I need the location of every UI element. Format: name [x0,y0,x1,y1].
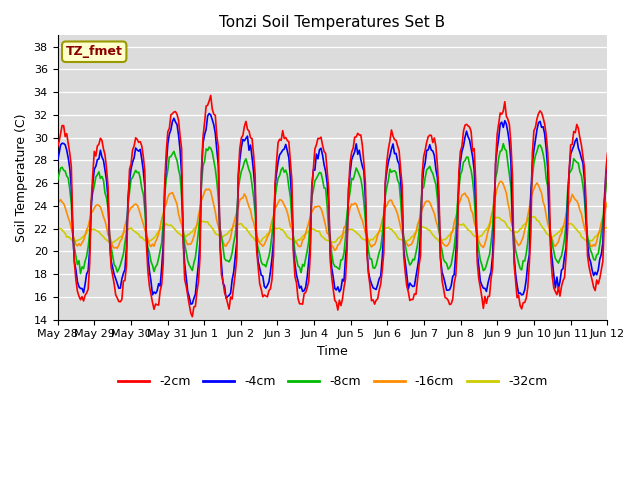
-32cm [576,230,584,236]
-4cm [205,110,213,116]
X-axis label: Time: Time [317,345,348,358]
-2cm [248,136,256,142]
-16cm [121,223,129,228]
-16cm [54,201,61,207]
-32cm [296,237,303,243]
-2cm [207,93,214,98]
-16cm [576,207,584,213]
-32cm [219,234,227,240]
-32cm [123,228,131,234]
-16cm [497,179,504,184]
-8cm [604,175,611,180]
Line: -8cm: -8cm [58,144,607,274]
-16cm [245,204,253,210]
Text: TZ_fmet: TZ_fmet [66,45,123,58]
-4cm [297,283,305,289]
-4cm [239,136,246,142]
-2cm [221,289,228,295]
Line: -16cm: -16cm [58,181,607,251]
-32cm [237,221,245,227]
-4cm [604,164,611,170]
-32cm [604,225,611,230]
-8cm [237,168,245,174]
-8cm [296,264,303,270]
Line: -32cm: -32cm [58,216,607,242]
Legend: -2cm, -4cm, -8cm, -16cm, -32cm: -2cm, -4cm, -8cm, -16cm, -32cm [113,370,552,393]
-4cm [54,158,61,164]
Line: -4cm: -4cm [58,113,607,304]
-16cm [331,248,339,253]
-16cm [236,197,244,203]
Line: -2cm: -2cm [58,96,607,317]
-2cm [239,132,246,138]
-4cm [221,283,228,288]
-4cm [187,301,195,307]
-32cm [109,240,116,245]
-8cm [123,229,131,235]
-2cm [54,144,61,150]
-16cm [294,242,302,248]
Title: Tonzi Soil Temperatures Set B: Tonzi Soil Temperatures Set B [220,15,445,30]
-16cm [604,199,611,205]
-8cm [77,271,84,276]
-8cm [499,141,507,146]
-4cm [121,267,129,273]
-32cm [246,232,254,238]
-8cm [246,171,254,177]
-4cm [248,155,256,160]
-2cm [121,277,129,283]
-32cm [54,225,61,230]
-4cm [576,149,584,155]
-2cm [604,151,611,156]
-32cm [530,214,538,219]
-8cm [54,178,61,183]
-16cm [218,234,225,240]
Y-axis label: Soil Temperature (C): Soil Temperature (C) [15,113,28,242]
-8cm [576,168,584,174]
-2cm [189,314,196,320]
-2cm [576,135,584,141]
-8cm [219,244,227,250]
-2cm [297,301,305,307]
